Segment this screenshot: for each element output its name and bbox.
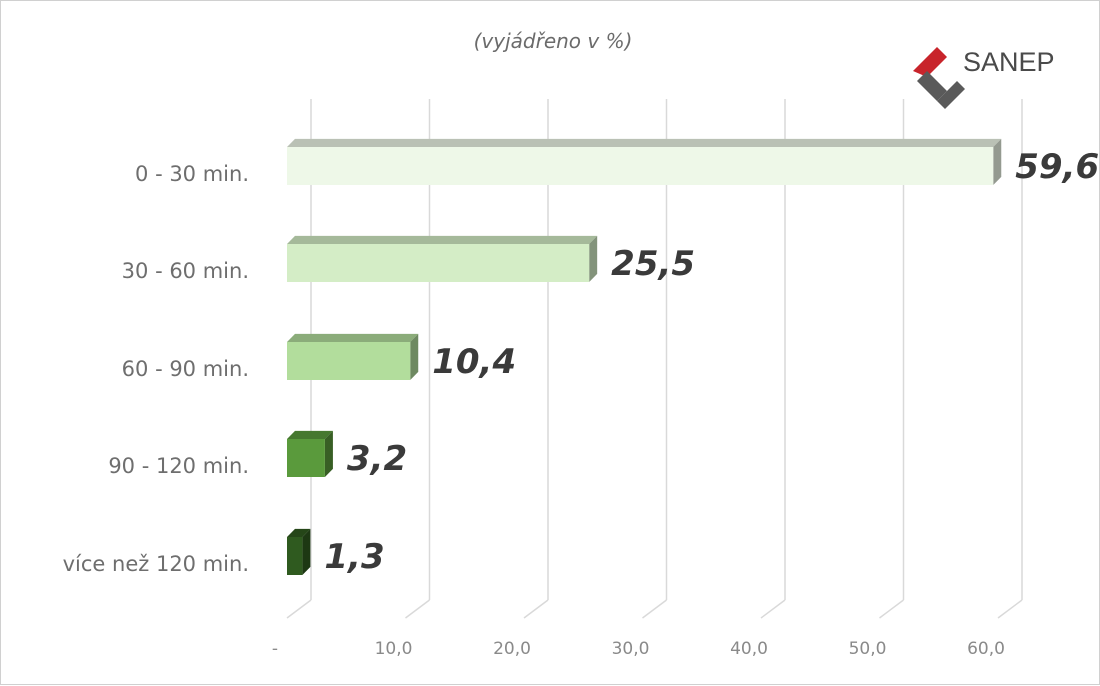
bar-side <box>302 528 311 575</box>
x-tick-label: 30,0 <box>612 639 650 659</box>
category-label: více než 120 min. <box>63 552 249 576</box>
logo-mark-red <box>913 47 947 77</box>
bar-top <box>287 138 1002 147</box>
labels-layer: - 10,0 20,0 30,0 40,0 50,0 60,0 59,6 0 - 30 min.… <box>63 147 1100 659</box>
x-tick-label: 60,0 <box>967 639 1005 659</box>
category-label: 60 - 90 min. <box>122 357 249 381</box>
bar-top <box>287 235 598 244</box>
bars-layer <box>287 138 1002 575</box>
floor-line-2 <box>523 599 549 619</box>
x-tick-label: 20,0 <box>493 639 531 659</box>
bar <box>287 138 1002 185</box>
floor-line-0 <box>286 599 312 619</box>
data-label: 3,2 <box>347 439 407 479</box>
logo-mark-gray <box>917 71 947 101</box>
chart-subtitle: (vyjádřeno v %) <box>474 29 633 53</box>
logo-mark-gray-lower <box>937 81 965 109</box>
data-label: 1,3 <box>324 537 384 577</box>
category-label: 90 - 120 min. <box>108 454 249 478</box>
bar <box>287 235 598 282</box>
bar <box>287 430 333 477</box>
category-label: 0 - 30 min. <box>135 162 249 186</box>
x-tick-label: 10,0 <box>375 639 413 659</box>
data-label: 10,4 <box>432 342 516 382</box>
bar-top <box>287 333 419 342</box>
category-label: 30 - 60 min. <box>122 259 249 283</box>
bar-front <box>287 439 325 477</box>
bar-top <box>287 430 333 439</box>
bar-front <box>287 244 590 282</box>
bar-front <box>287 342 411 380</box>
x-tick-label: 50,0 <box>849 639 887 659</box>
bar-side <box>993 138 1002 185</box>
data-label: 25,5 <box>611 244 695 284</box>
bar-front <box>287 537 303 575</box>
x-tick-label: 40,0 <box>730 639 768 659</box>
floor-line-1 <box>405 599 430 619</box>
sanep-logo: SANEP <box>913 47 1055 109</box>
bar-side <box>324 430 333 477</box>
floor-line-4 <box>760 599 786 619</box>
bar-side <box>410 333 419 380</box>
x-tick-label: - <box>272 639 278 659</box>
bar-side <box>589 235 598 282</box>
logo-text: SANEP <box>963 47 1055 77</box>
bar <box>287 528 311 575</box>
bar <box>287 333 419 380</box>
floor-line-6 <box>997 599 1023 619</box>
bar-front <box>287 147 994 185</box>
bar-top <box>287 528 311 537</box>
floor-line-3 <box>642 599 667 619</box>
data-label: 59,6 <box>1015 147 1099 187</box>
floor-line-5 <box>879 599 904 619</box>
